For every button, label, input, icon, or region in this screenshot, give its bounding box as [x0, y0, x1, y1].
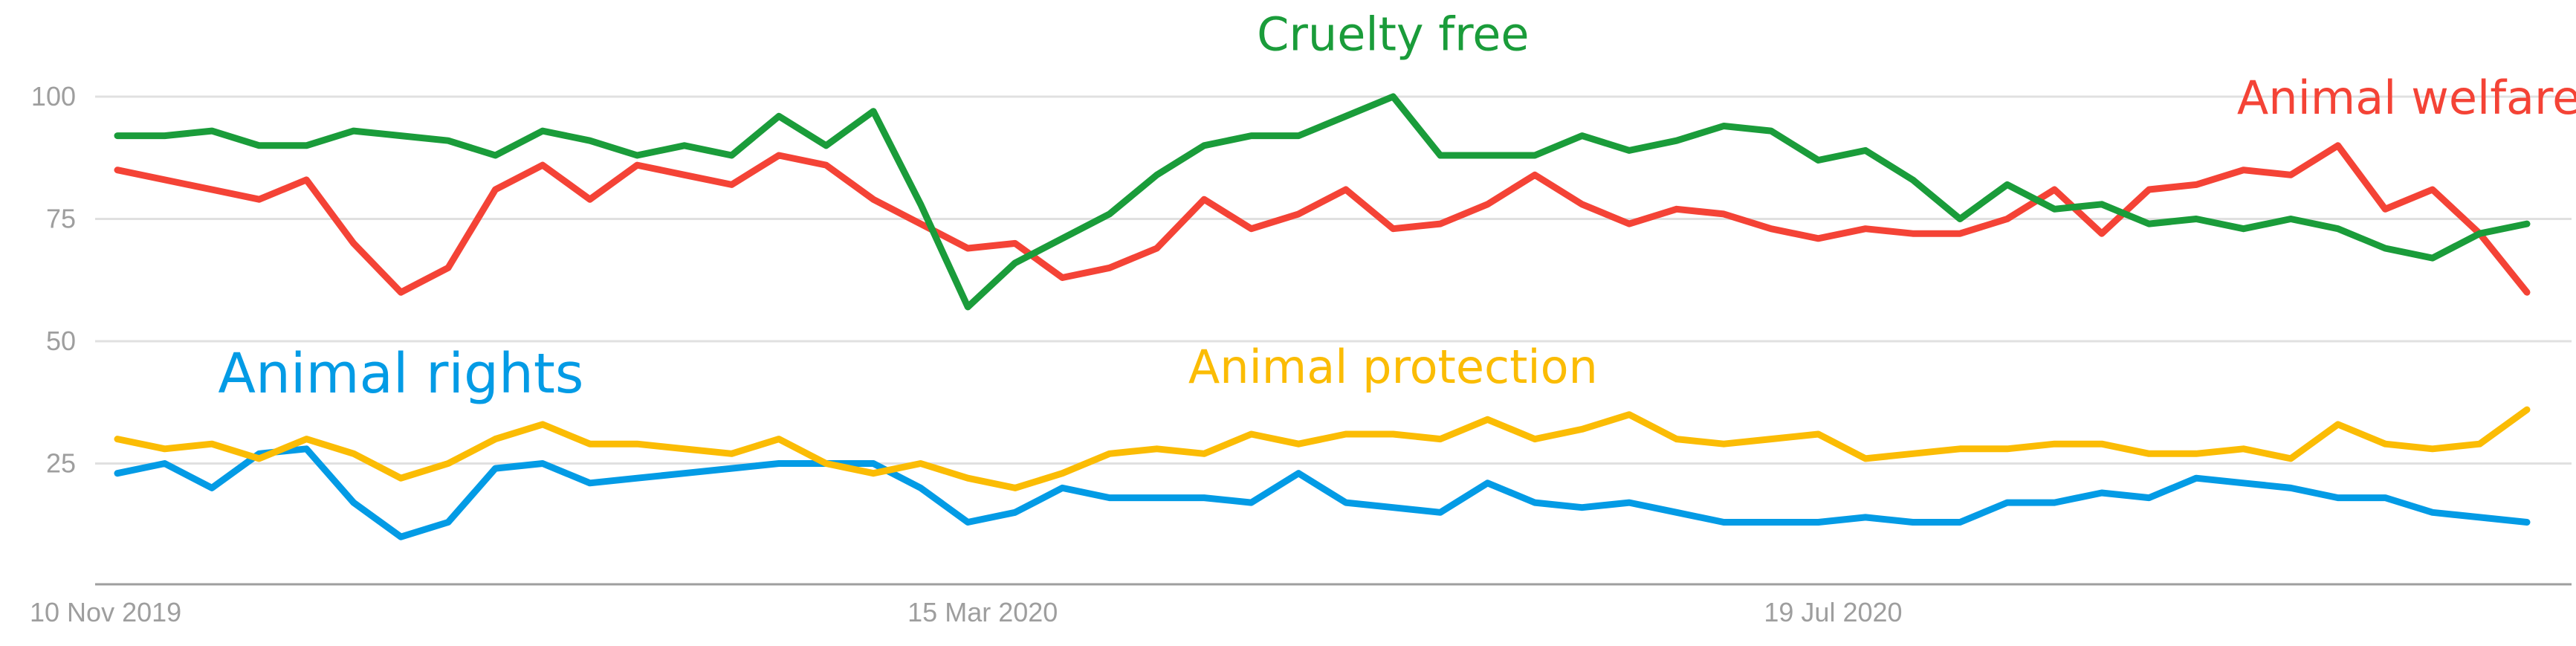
y-tick-label: 75: [46, 204, 76, 234]
x-tick-label: 19 Jul 2020: [1764, 597, 1902, 627]
y-tick-label: 100: [31, 81, 76, 112]
series-label-animal-welfare: Animal welfare: [2237, 71, 2576, 125]
series-line-cruelty-free: [114, 93, 2531, 311]
x-tick-label: 15 Mar 2020: [907, 597, 1058, 627]
x-tick-label: 10 Nov 2019: [30, 597, 181, 627]
series-lines: [114, 93, 2531, 540]
y-tick-label: 25: [46, 448, 76, 479]
series-labels: Cruelty free Animal welfare Animal protect…: [218, 7, 2576, 406]
series-label-animal-rights: Animal rights: [218, 342, 583, 406]
gridlines: [95, 95, 2572, 465]
series-line-animal-rights: [114, 445, 2531, 540]
series-line-animal-protection: [114, 406, 2531, 491]
y-axis-tick-labels: 25 50 75 100: [31, 81, 76, 479]
y-tick-label: 50: [46, 326, 76, 356]
x-axis-tick-labels: 10 Nov 2019 15 Mar 2020 19 Jul 2020: [30, 597, 1903, 627]
series-label-animal-protection: Animal protection: [1188, 340, 1598, 394]
series-label-cruelty-free: Cruelty free: [1257, 7, 1529, 61]
